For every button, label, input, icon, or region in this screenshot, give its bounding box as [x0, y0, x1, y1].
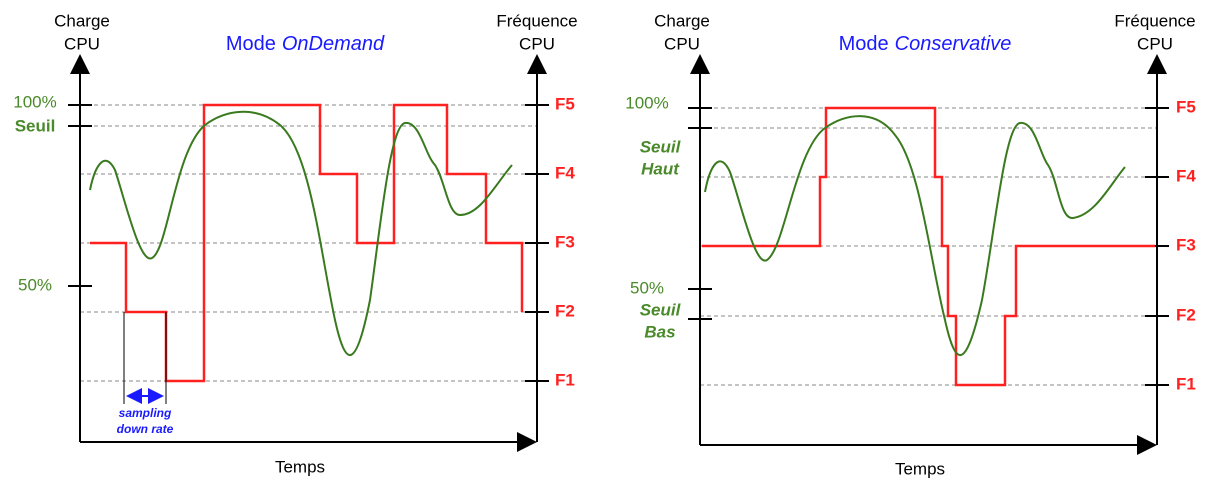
freq-label: F2 — [555, 301, 575, 320]
title-mode: Conservative — [895, 33, 1012, 55]
left-panel: sampling down rate Charge CPU Fréquence … — [13, 11, 577, 476]
title: Mode OnDemand — [226, 33, 385, 55]
ticks — [68, 104, 549, 382]
freq-label: F1 — [555, 370, 575, 389]
load-label: 100% — [13, 92, 56, 111]
freq-label: F4 — [1176, 166, 1196, 185]
freq-label: F4 — [555, 163, 575, 182]
x-label: Temps — [895, 459, 945, 478]
frequency-steps — [702, 106, 1155, 387]
y2-label: CPU — [519, 34, 555, 53]
freq-label: F2 — [1176, 305, 1196, 324]
y2-label: Fréquence — [1114, 11, 1195, 30]
title: Mode Conservative — [839, 33, 1012, 55]
title-mode: OnDemand — [282, 33, 385, 55]
y-label: Charge — [654, 11, 710, 30]
right-panel: Charge CPU Fréquence CPU Mode Conservativ… — [625, 11, 1196, 478]
title-text: Mode — [226, 33, 276, 55]
freq-label: F3 — [1176, 235, 1196, 254]
load-label: Seuil — [640, 137, 682, 156]
load-label: Seuil — [640, 300, 682, 319]
y2-label: CPU — [1137, 34, 1173, 53]
y-label: CPU — [64, 34, 100, 53]
load-label: 100% — [625, 93, 668, 112]
title-text: Mode — [839, 33, 889, 55]
load-curve — [89, 110, 513, 356]
load-curve — [704, 115, 1126, 356]
annotation-line: sampling — [119, 406, 172, 420]
y-label: Charge — [54, 11, 110, 30]
load-label: Bas — [644, 322, 675, 341]
y2-label: Fréquence — [496, 11, 577, 30]
ticks — [688, 107, 1169, 386]
y-label: CPU — [664, 34, 700, 53]
load-label: 50% — [18, 275, 52, 294]
load-label: Seuil — [15, 116, 56, 135]
x-label: Temps — [275, 457, 325, 476]
freq-label: F3 — [555, 232, 575, 251]
load-label: 50% — [630, 278, 664, 297]
annotation-line: down rate — [117, 422, 174, 436]
freq-label: F1 — [1176, 374, 1196, 393]
load-label: Haut — [641, 159, 680, 178]
freq-label: F5 — [1176, 97, 1196, 116]
sampling-annotation: sampling down rate — [117, 312, 174, 436]
grid-lines — [80, 104, 537, 382]
freq-label: F5 — [555, 94, 575, 113]
